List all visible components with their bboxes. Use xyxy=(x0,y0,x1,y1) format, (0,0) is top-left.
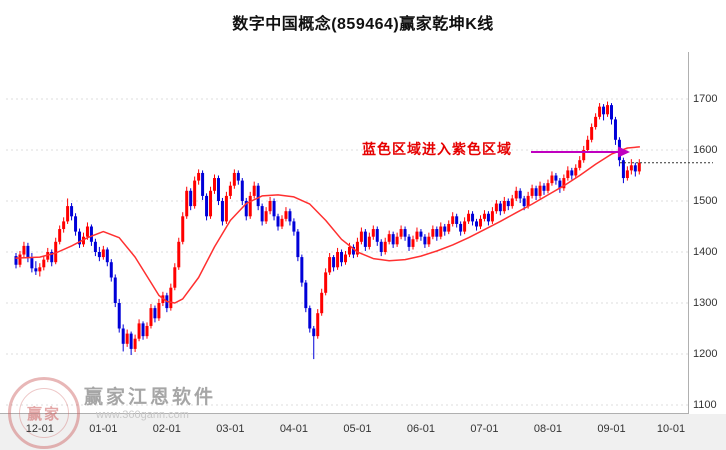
gridlines xyxy=(6,98,688,406)
y-axis-label: 1300 xyxy=(693,296,718,309)
x-axis-label: 04-01 xyxy=(279,423,308,435)
x-axis-label: 02-01 xyxy=(152,423,181,435)
ma-line xyxy=(15,146,641,304)
axis-strip xyxy=(0,414,726,450)
y-axis-label: 1600 xyxy=(693,143,718,156)
y-axis-label: 1200 xyxy=(693,347,718,360)
y-axis-label: 1700 xyxy=(693,92,718,105)
x-axis-label: 12-01 xyxy=(25,423,54,435)
watermark-url: www.360gann.com xyxy=(96,409,189,421)
annotation-arrow xyxy=(531,146,713,164)
y-axis-label: 1500 xyxy=(693,194,718,207)
x-axis-label: 09-01 xyxy=(597,423,626,435)
y-axis-label: 1100 xyxy=(693,398,717,411)
x-axis-label: 10-01 xyxy=(656,423,686,435)
x-axis-label: 08-01 xyxy=(533,423,563,435)
candles-layer xyxy=(14,101,641,360)
x-axis-label: 06-01 xyxy=(406,423,435,435)
x-axis-label: 01-01 xyxy=(89,423,118,435)
x-axis-label: 07-01 xyxy=(470,423,499,435)
y-axis-label: 1400 xyxy=(693,245,718,258)
x-axis-label: 05-01 xyxy=(343,423,372,435)
watermark-logo-icon: 赢家 xyxy=(8,377,80,449)
watermark-logo-text: 赢家 xyxy=(19,388,69,438)
x-axis-label: 03-01 xyxy=(216,423,245,435)
breakout-annotation: 蓝色区域进入紫色区域 xyxy=(362,141,512,157)
chart-title: 数字中国概念(859464)赢家乾坤K线 xyxy=(232,16,494,33)
watermark-name: 赢家江恩软件 xyxy=(84,387,217,408)
axis-lines xyxy=(0,52,689,414)
